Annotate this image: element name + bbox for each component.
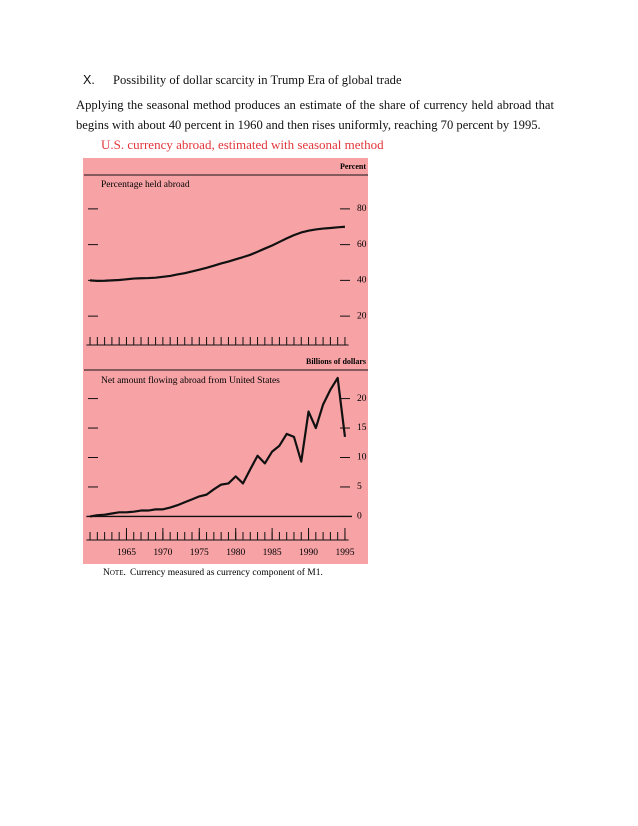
x-tick-label: 1990 bbox=[299, 548, 318, 558]
data-line bbox=[89, 376, 347, 518]
paragraph: Applying the seasonal method produces an… bbox=[76, 98, 554, 132]
heading-title: Possibility of dollar scarcity in Trump … bbox=[113, 73, 402, 87]
heading-number: X. bbox=[83, 73, 95, 87]
unit-label: Billions of dollars bbox=[306, 357, 366, 366]
y-tick-label: 20 bbox=[357, 311, 367, 321]
unit-label: Percent bbox=[340, 162, 366, 171]
x-tick-label: 1965 bbox=[117, 548, 136, 558]
y-tick-label: 10 bbox=[357, 453, 367, 463]
y-tick-label: 20 bbox=[357, 394, 367, 404]
panel-title: Percentage held abroad bbox=[101, 180, 190, 190]
x-tick-label: 1985 bbox=[263, 548, 282, 558]
figure-title: U.S. currency abroad, estimated with sea… bbox=[101, 137, 384, 152]
data-line bbox=[89, 225, 346, 283]
x-tick-label: 1970 bbox=[153, 548, 172, 558]
y-tick-label: 60 bbox=[357, 240, 367, 250]
y-tick-label: 15 bbox=[357, 423, 367, 433]
y-tick-label: 40 bbox=[357, 276, 367, 286]
figure-background bbox=[83, 158, 368, 564]
note-label: Note. bbox=[103, 568, 126, 578]
y-tick-label: 80 bbox=[357, 204, 367, 214]
y-tick-label: 0 bbox=[357, 512, 362, 522]
y-tick-label: 5 bbox=[357, 482, 362, 492]
x-tick-label: 1980 bbox=[226, 548, 245, 558]
note: Currency measured as currency component … bbox=[130, 567, 323, 578]
panel-title: Net amount flowing abroad from United St… bbox=[101, 375, 280, 386]
x-tick-label: 1975 bbox=[190, 548, 209, 558]
x-tick-label: 1995 bbox=[335, 548, 354, 558]
